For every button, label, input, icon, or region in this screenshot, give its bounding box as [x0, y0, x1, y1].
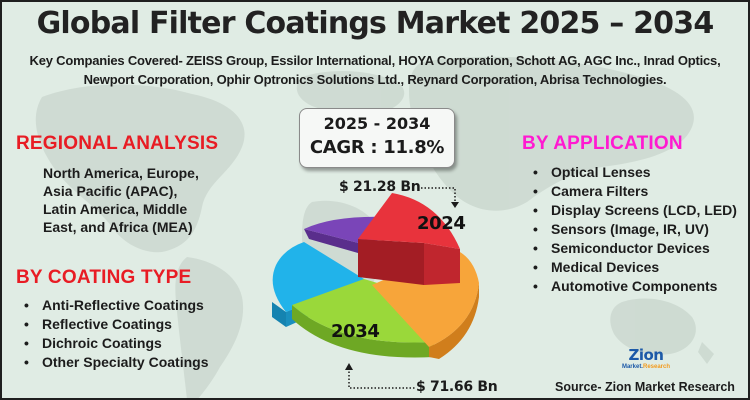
key-companies-text: Key Companies Covered- ZEISS Group, Essi…: [29, 53, 721, 87]
list-item: Semiconductor Devices: [531, 239, 746, 258]
pie-year-start: 2024: [417, 213, 466, 234]
list-item: Medical Devices: [531, 258, 746, 277]
application-heading: BY APPLICATION: [522, 133, 683, 154]
pie-slice-red: [358, 193, 460, 285]
coating-type-list: Anti-Reflective Coatings Reflective Coat…: [22, 296, 208, 372]
logo-subtitle: Market.Research: [621, 364, 671, 370]
regional-analysis-text: North America, Europe, Asia Pacific (APA…: [43, 165, 199, 235]
list-item: Other Specialty Coatings: [22, 353, 208, 372]
list-item: Dichroic Coatings: [22, 334, 208, 353]
cagr-box: 2025 - 2034 CAGR : 11.8%: [299, 108, 455, 168]
regional-analysis-heading: REGIONAL ANALYSIS: [16, 133, 219, 154]
list-item: Sensors (Image, IR, UV): [531, 220, 746, 239]
list-item: Reflective Coatings: [22, 315, 208, 334]
list-item: Anti-Reflective Coatings: [22, 296, 208, 315]
application-list: Optical Lenses Camera Filters Display Sc…: [531, 163, 746, 296]
start-market-value: $ 21.28 Bn: [339, 179, 421, 195]
pie-year-end: 2034: [331, 321, 380, 342]
source-credit: Source- Zion Market Research: [555, 380, 735, 394]
coating-type-heading: BY COATING TYPE: [16, 267, 192, 288]
end-market-value: $ 71.66 Bn: [416, 379, 498, 395]
page-title: Global Filter Coatings Market 2025 – 203…: [36, 6, 715, 41]
cagr-value: CAGR : 11.8%: [309, 137, 445, 158]
end-value-arrow: [345, 363, 416, 389]
zion-logo: Zion Market.Research: [616, 348, 676, 376]
pie-chart-graphic: [272, 193, 479, 359]
list-item: Camera Filters: [531, 182, 746, 201]
list-item: Automotive Components: [531, 277, 746, 296]
start-value-arrow: [421, 187, 459, 208]
list-item: Display Screens (LCD, LED): [531, 201, 746, 220]
logo-wordmark: Zion: [628, 346, 664, 364]
list-item: Optical Lenses: [531, 163, 746, 182]
cagr-years: 2025 - 2034: [323, 114, 431, 133]
